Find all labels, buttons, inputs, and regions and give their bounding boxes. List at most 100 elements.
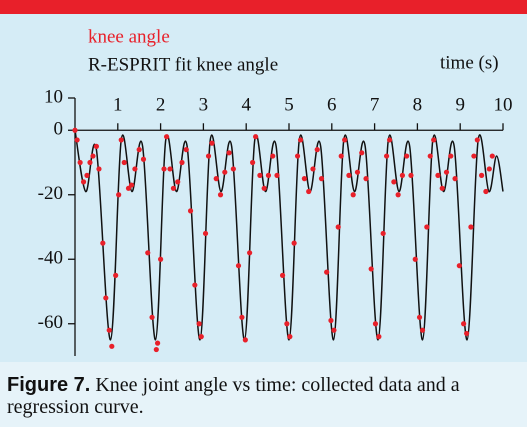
data-point [419,327,426,333]
data-point [196,321,202,327]
data-point [170,185,177,191]
data-point [163,134,170,140]
data-point [106,327,112,333]
data-point [198,334,204,340]
data-point [452,176,458,182]
data-point [468,224,474,230]
x-tick-label: 3 [199,95,209,116]
data-point [439,185,445,191]
data-point [253,134,259,140]
data-point [257,172,263,178]
data-point [350,192,356,198]
x-tick-label: 5 [284,95,294,116]
data-point [359,150,365,156]
data-point [363,176,369,182]
data-point [412,256,418,262]
x-tick-label: 1 [113,95,123,116]
data-point [205,153,212,159]
data-point [404,153,410,159]
data-point [155,340,161,346]
data-point [72,127,78,133]
data-point [395,192,401,198]
data-point [310,166,316,172]
data-point [74,137,80,143]
data-point [306,188,312,195]
data-point [456,263,462,269]
data-point [287,334,293,340]
data-point [84,172,90,178]
data-point [213,176,219,182]
x-tick-label: 9 [455,95,465,116]
data-point [132,166,138,172]
data-point [435,172,441,178]
data-point [222,169,228,175]
data-point [331,327,337,333]
data-point [77,159,83,166]
data-point [136,147,142,153]
x-tick-label: 6 [327,95,337,116]
data-point [354,169,361,175]
data-point [179,159,185,166]
data-point [461,321,467,327]
data-point [448,153,454,159]
y-tick-label: -60 [38,312,63,333]
x-tick-label: 7 [370,95,380,116]
data-point [93,143,99,149]
data-point [408,172,414,178]
data-point [158,256,164,262]
x-tick-label: 2 [156,95,166,116]
data-point [427,153,433,159]
data-point [486,166,492,172]
data-point [145,250,151,256]
data-point [247,250,253,256]
data-point [474,137,480,143]
data-point [235,263,242,269]
data-point [399,172,406,178]
data-point [471,153,477,159]
data-point [161,166,167,172]
data-point [464,330,470,337]
data-point [183,147,189,153]
data-point [383,153,390,159]
data-point [96,166,102,172]
data-point [376,334,382,340]
legend-entry: R-ESPRIT fit knee angle [88,54,278,75]
data-point [239,314,245,320]
data-point [479,172,485,178]
x-axis-label: time (s) [440,52,499,73]
data-point [175,179,181,185]
data-point [372,321,379,327]
data-point [297,137,304,143]
data-point [226,150,232,156]
caption: Figure 7. Knee joint angle vs time: coll… [7,374,522,418]
data-point [242,337,248,343]
y-tick-label: -40 [38,248,63,269]
data-point [443,169,450,175]
data-point [209,140,215,146]
data-point [167,166,173,172]
data-point [416,314,423,320]
data-point [128,182,135,188]
data-point [380,230,386,237]
data-point [368,266,374,272]
data-point [346,172,352,178]
data-point [342,137,348,143]
data-point [483,188,489,195]
legend-entry: knee angle [88,26,170,47]
data-point [80,179,87,185]
fit-line [74,130,504,341]
x-tick-label: 10 [494,95,513,116]
x-tick-label: 4 [241,95,251,116]
data-point [90,153,96,159]
data-point [270,153,276,159]
data-point [230,166,236,172]
y-tick-label: 0 [54,119,64,140]
data-point [149,314,155,320]
data-point [294,153,301,159]
data-point [424,224,430,230]
data-point [314,147,320,153]
data-point [261,185,267,191]
data-point [121,159,127,166]
data-point [284,321,290,327]
